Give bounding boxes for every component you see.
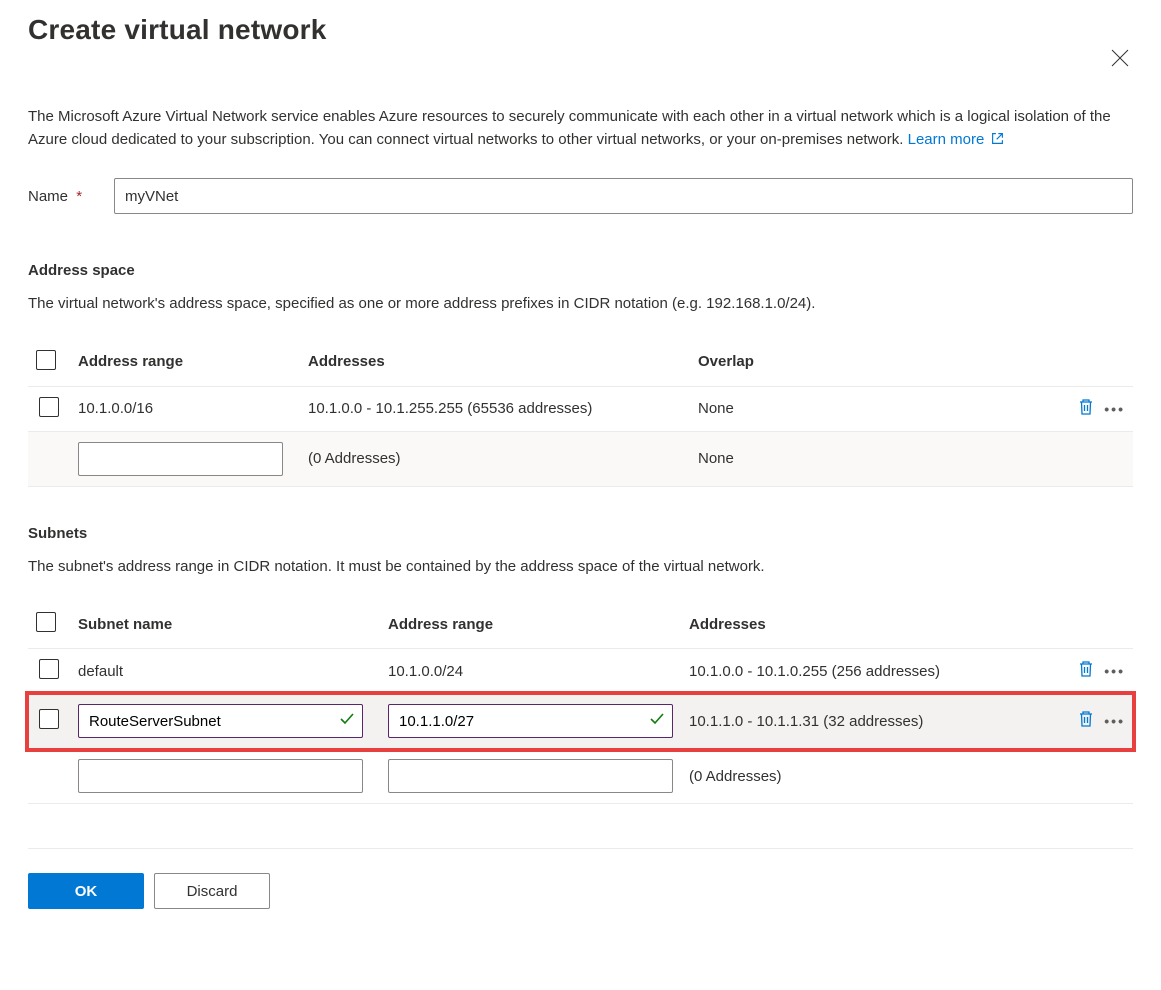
subnet-row-highlighted: 10.1.1.0 - 10.1.1.31 (32 addresses) ••• xyxy=(28,694,1133,749)
subnets-desc: The subnet's address range in CIDR notat… xyxy=(28,556,1133,579)
row-checkbox[interactable] xyxy=(39,659,59,679)
subnet-range-input[interactable] xyxy=(388,704,673,738)
subnet-name-cell: default xyxy=(70,649,380,694)
overlap-cell: None xyxy=(690,431,1053,486)
subnet-addresses-cell: (0 Addresses) xyxy=(681,749,1053,804)
vnet-name-input[interactable] xyxy=(114,178,1133,214)
select-all-checkbox[interactable] xyxy=(36,350,56,370)
panel-footer: OK Discard xyxy=(28,848,1133,909)
address-range-cell: 10.1.0.0/16 xyxy=(70,386,300,431)
subnet-row: default 10.1.0.0/24 10.1.0.0 - 10.1.0.25… xyxy=(28,649,1133,694)
delete-icon[interactable] xyxy=(1078,398,1094,420)
checkmark-icon xyxy=(339,711,355,731)
addresses-cell: (0 Addresses) xyxy=(300,431,690,486)
checkmark-icon xyxy=(649,711,665,731)
page-title: Create virtual network xyxy=(28,14,327,46)
col-subnet-range: Address range xyxy=(380,600,681,649)
col-addresses: Addresses xyxy=(300,338,690,387)
delete-icon[interactable] xyxy=(1078,710,1094,732)
addresses-cell: 10.1.0.0 - 10.1.255.255 (65536 addresses… xyxy=(300,386,690,431)
address-space-table: Address range Addresses Overlap 10.1.0.0… xyxy=(28,338,1133,487)
name-label-wrap: Name * xyxy=(28,188,114,205)
subnet-addresses-cell: 10.1.1.0 - 10.1.1.31 (32 addresses) xyxy=(681,694,1053,749)
ok-button[interactable]: OK xyxy=(28,873,144,909)
subnet-addresses-cell: 10.1.0.0 - 10.1.0.255 (256 addresses) xyxy=(681,649,1053,694)
subnets-table: Subnet name Address range Addresses defa… xyxy=(28,600,1133,804)
address-new-row: (0 Addresses) None xyxy=(28,431,1133,486)
more-icon[interactable]: ••• xyxy=(1104,401,1125,417)
row-checkbox[interactable] xyxy=(39,397,59,417)
create-vnet-panel: Create virtual network The Microsoft Azu… xyxy=(0,0,1161,937)
name-label: Name xyxy=(28,188,68,205)
more-icon[interactable]: ••• xyxy=(1104,713,1125,729)
panel-header: Create virtual network xyxy=(28,0,1133,106)
address-space-desc: The virtual network's address space, spe… xyxy=(28,293,1133,316)
table-header-row: Address range Addresses Overlap xyxy=(28,338,1133,387)
table-header-row: Subnet name Address range Addresses xyxy=(28,600,1133,649)
select-all-header xyxy=(28,600,70,649)
new-address-range-input[interactable] xyxy=(78,442,283,476)
col-subnet-name: Subnet name xyxy=(70,600,380,649)
col-actions xyxy=(1053,338,1133,387)
external-link-icon xyxy=(991,130,1004,153)
subnet-name-input-wrap xyxy=(78,704,363,738)
overlap-cell: None xyxy=(690,386,1053,431)
subnet-range-cell: 10.1.0.0/24 xyxy=(380,649,681,694)
learn-more-link[interactable]: Learn more xyxy=(908,131,1004,148)
select-all-checkbox[interactable] xyxy=(36,612,56,632)
col-address-range: Address range xyxy=(70,338,300,387)
subnets-heading: Subnets xyxy=(28,525,1133,542)
delete-icon[interactable] xyxy=(1078,660,1094,682)
subnet-name-input[interactable] xyxy=(78,704,363,738)
discard-button[interactable]: Discard xyxy=(154,873,270,909)
new-subnet-name-input[interactable] xyxy=(78,759,363,793)
row-checkbox[interactable] xyxy=(39,709,59,729)
close-icon[interactable] xyxy=(1107,45,1133,75)
col-subnet-addresses: Addresses xyxy=(681,600,1053,649)
more-icon[interactable]: ••• xyxy=(1104,663,1125,679)
required-asterisk: * xyxy=(76,188,82,205)
new-subnet-range-input[interactable] xyxy=(388,759,673,793)
select-all-header xyxy=(28,338,70,387)
name-form-row: Name * xyxy=(28,178,1133,214)
col-overlap: Overlap xyxy=(690,338,1053,387)
intro-description: The Microsoft Azure Virtual Network serv… xyxy=(28,106,1133,152)
address-space-heading: Address space xyxy=(28,262,1133,279)
subnet-new-row: (0 Addresses) xyxy=(28,749,1133,804)
address-row: 10.1.0.0/16 10.1.0.0 - 10.1.255.255 (655… xyxy=(28,386,1133,431)
learn-more-label: Learn more xyxy=(908,131,985,148)
col-actions xyxy=(1053,600,1133,649)
subnet-range-input-wrap xyxy=(388,704,673,738)
